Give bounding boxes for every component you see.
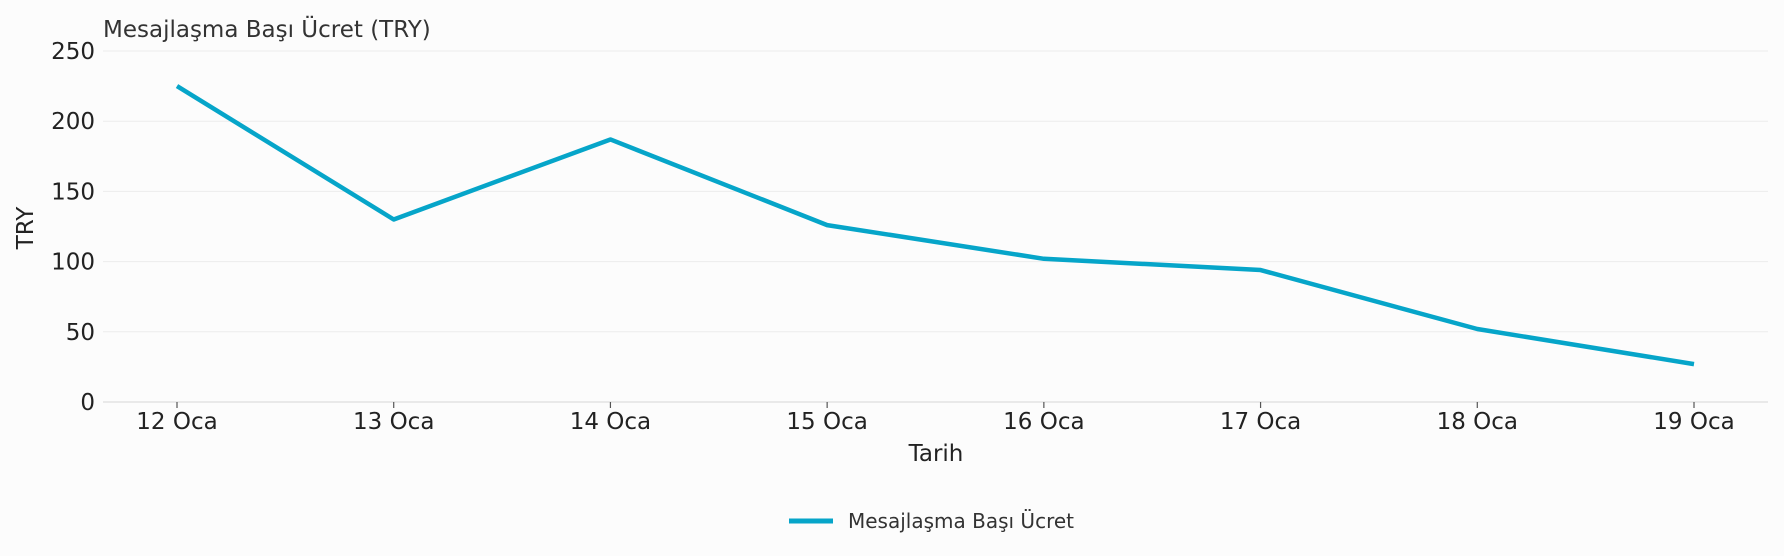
y-tick-label: 250	[51, 39, 95, 65]
series-layer	[175, 84, 1695, 367]
x-axis-label: Tarih	[908, 441, 964, 467]
series-line	[175, 84, 1695, 367]
legend: Mesajlaşma Başı Ücret	[789, 509, 1074, 533]
axis-ticks: 0 50 100 150 200 250 12 Oca 13 Oca 14 Oca 15 Oca 1…	[51, 39, 1735, 435]
y-tick-label: 200	[51, 109, 95, 135]
chart-title: Mesajlaşma Başı Ücret (TRY)	[103, 15, 431, 43]
y-tick-label: 50	[66, 320, 95, 346]
y-tick-label: 0	[80, 390, 95, 416]
x-tick-label: 13 Oca	[353, 409, 434, 435]
grid-lines	[103, 50, 1768, 333]
x-tick-label: 19 Oca	[1653, 409, 1734, 435]
x-tick-label: 18 Oca	[1437, 409, 1518, 435]
y-tick-label: 150	[51, 179, 95, 205]
x-tick-label: 16 Oca	[1003, 409, 1084, 435]
x-tick-label: 17 Oca	[1220, 409, 1301, 435]
x-tick-label: 14 Oca	[570, 409, 651, 435]
y-tick-label: 100	[51, 250, 95, 276]
legend-label: Mesajlaşma Başı Ücret	[848, 509, 1074, 533]
x-tick-label: 15 Oca	[786, 409, 867, 435]
x-tick-label: 12 Oca	[136, 409, 217, 435]
y-axis-label: TRY	[13, 206, 39, 251]
